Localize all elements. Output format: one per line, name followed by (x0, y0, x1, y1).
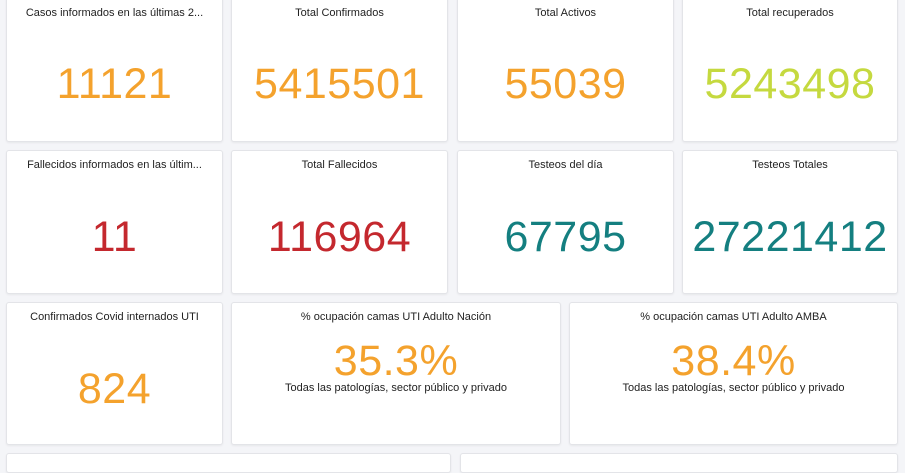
card-value: 116964 (267, 213, 412, 261)
stat-card-partial-right (460, 453, 898, 473)
stat-card-internados-uti: Confirmados Covid internados UTI 824 (6, 302, 223, 445)
card-value: 11 (91, 213, 138, 261)
stat-card-total-fallecidos: Total Fallecidos 116964 (231, 150, 448, 294)
card-title: % ocupación camas UTI Adulto AMBA (640, 311, 827, 323)
card-value: 824 (77, 365, 152, 413)
card-title: Testeos Totales (752, 159, 828, 171)
card-title: Testeos del día (528, 159, 603, 171)
card-value: 27221412 (692, 213, 888, 261)
card-title: Confirmados Covid internados UTI (30, 311, 199, 323)
card-value: 67795 (504, 213, 627, 261)
card-title: Total Fallecidos (301, 159, 378, 171)
stat-card-fallecidos-24h: Fallecidos informados en las últim... 11 (6, 150, 223, 294)
card-value: 38.4% (671, 337, 796, 385)
stat-card-total-confirmados: Total Confirmados 5415501 (231, 0, 448, 142)
card-subtitle: Todas las patologías, sector público y p… (622, 382, 845, 394)
stat-card-total-activos: Total Activos 55039 (457, 0, 674, 142)
stat-card-ocupacion-nacion: % ocupación camas UTI Adulto Nación 35.3… (231, 302, 561, 445)
card-title: % ocupación camas UTI Adulto Nación (300, 311, 492, 323)
card-title: Total Confirmados (295, 7, 384, 19)
card-title: Total recuperados (746, 7, 834, 19)
stat-card-total-recuperados: Total recuperados 5243498 (682, 0, 898, 142)
stat-card-testeos-dia: Testeos del día 67795 (457, 150, 674, 294)
stat-card-casos-24h: Casos informados en las últimas 2... 111… (6, 0, 223, 142)
card-value: 5415501 (254, 60, 425, 108)
card-title: Fallecidos informados en las últim... (27, 159, 202, 171)
card-subtitle: Todas las patologías, sector público y p… (285, 382, 507, 394)
card-value: 11121 (56, 60, 173, 108)
card-title: Casos informados en las últimas 2... (25, 7, 204, 19)
card-value: 55039 (504, 60, 627, 108)
stat-card-partial-left (6, 453, 451, 473)
card-value: 35.3% (333, 337, 459, 385)
card-value: 5243498 (704, 60, 876, 108)
stat-card-testeos-totales: Testeos Totales 27221412 (682, 150, 898, 294)
stat-card-ocupacion-amba: % ocupación camas UTI Adulto AMBA 38.4% … (569, 302, 898, 445)
card-title: Total Activos (534, 7, 597, 19)
